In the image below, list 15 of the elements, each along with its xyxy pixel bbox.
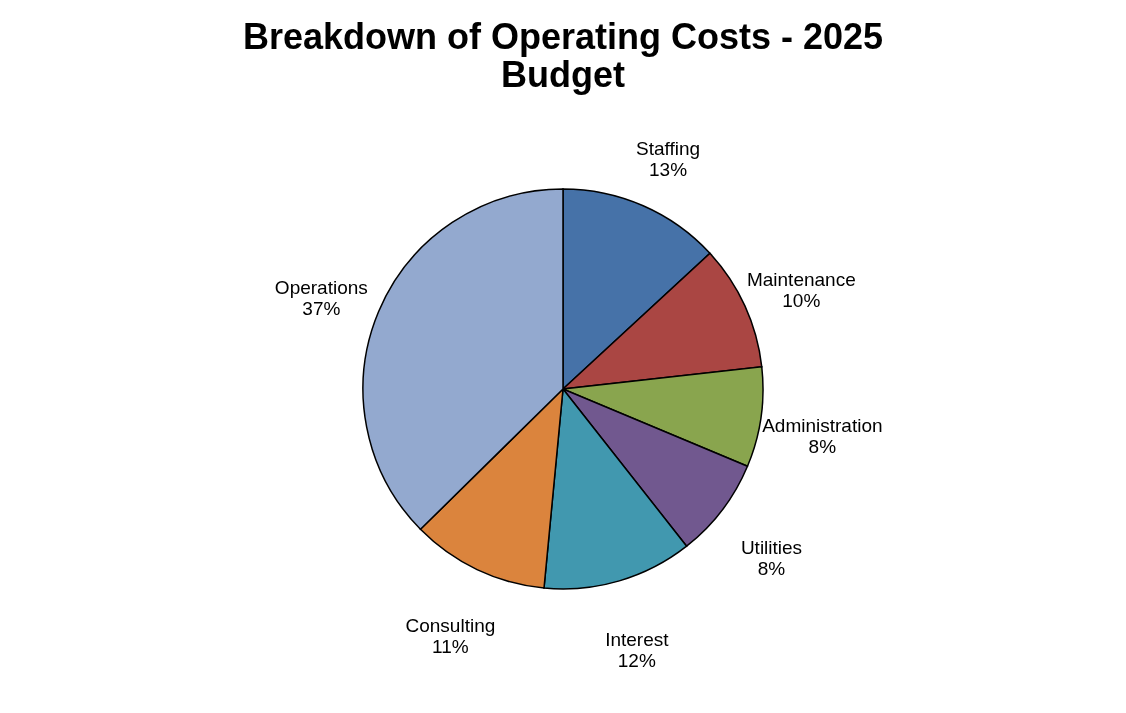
slice-label: Consulting bbox=[405, 614, 496, 636]
slice-label: Interest bbox=[605, 629, 670, 651]
data-label: 13% bbox=[649, 158, 688, 180]
data-label: 12% bbox=[617, 650, 656, 672]
slice-label: Maintenance bbox=[746, 269, 856, 291]
slice-label: Staffing bbox=[636, 137, 701, 159]
data-label: 8% bbox=[757, 557, 786, 579]
data-label: 11% bbox=[432, 635, 469, 657]
data-label: 37% bbox=[302, 297, 341, 319]
data-label: 8% bbox=[808, 436, 837, 458]
slice-label: Operations bbox=[274, 276, 368, 298]
data-label: 10% bbox=[782, 290, 821, 312]
slice-label: Utilities bbox=[740, 536, 803, 558]
slice-label: Administration bbox=[762, 415, 883, 437]
chart-title: Breakdown of Operating Costs - 2025 Budget bbox=[242, 16, 884, 95]
